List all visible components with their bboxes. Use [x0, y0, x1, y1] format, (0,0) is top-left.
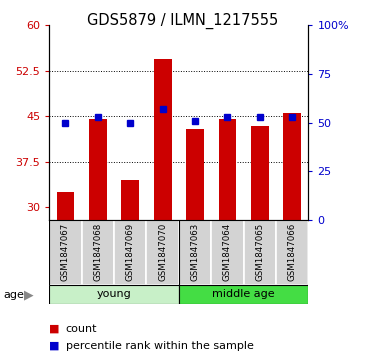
Bar: [89, 119, 107, 220]
Bar: [179, 285, 308, 304]
Bar: [211, 220, 244, 285]
Bar: [251, 126, 269, 220]
Bar: [244, 220, 276, 285]
Text: ▶: ▶: [24, 289, 33, 302]
Text: GSM1847069: GSM1847069: [126, 223, 135, 281]
Text: GSM1847066: GSM1847066: [288, 223, 297, 281]
Text: GSM1847068: GSM1847068: [93, 223, 102, 281]
Text: middle age: middle age: [212, 289, 275, 299]
Text: GDS5879 / ILMN_1217555: GDS5879 / ILMN_1217555: [87, 13, 278, 29]
Text: GSM1847065: GSM1847065: [255, 223, 264, 281]
Text: percentile rank within the sample: percentile rank within the sample: [66, 340, 254, 351]
Bar: [179, 220, 211, 285]
Bar: [114, 220, 146, 285]
Text: GSM1847064: GSM1847064: [223, 223, 232, 281]
Bar: [146, 220, 179, 285]
Bar: [121, 180, 139, 220]
Text: count: count: [66, 323, 97, 334]
Bar: [186, 129, 204, 220]
Bar: [283, 113, 301, 220]
Bar: [219, 119, 237, 220]
Bar: [276, 220, 308, 285]
Text: GSM1847067: GSM1847067: [61, 223, 70, 281]
Bar: [57, 192, 74, 220]
Bar: [154, 59, 172, 220]
Bar: [49, 285, 179, 304]
Text: ■: ■: [49, 323, 60, 334]
Text: age: age: [4, 290, 24, 300]
Text: young: young: [97, 289, 131, 299]
Text: GSM1847063: GSM1847063: [191, 223, 200, 281]
Text: GSM1847070: GSM1847070: [158, 223, 167, 281]
Text: ■: ■: [49, 340, 60, 351]
Bar: [82, 220, 114, 285]
Bar: [49, 220, 82, 285]
